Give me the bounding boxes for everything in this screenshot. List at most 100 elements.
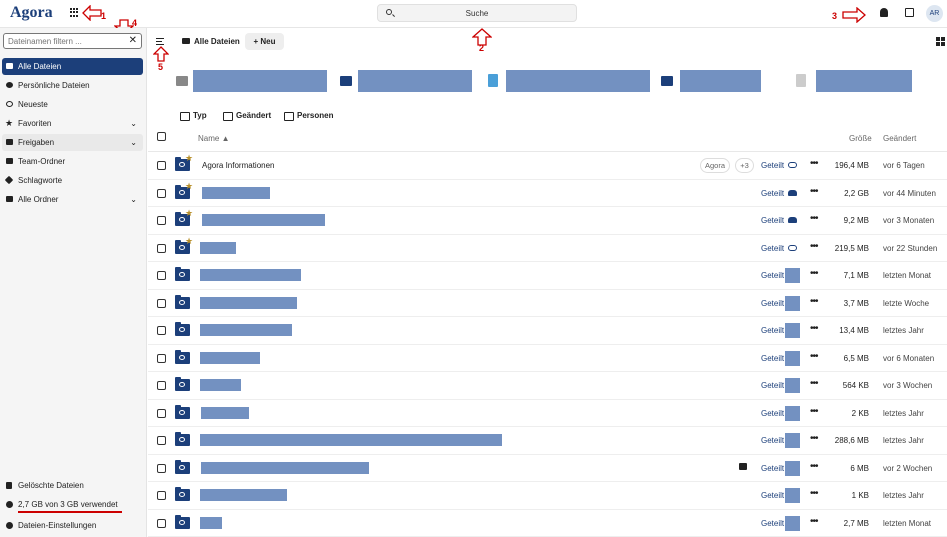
table-row[interactable]: Geteilt ••• 2 KB letztes Jahr xyxy=(148,400,947,427)
table-row[interactable]: Geteilt ••• 3,7 MB letzte Woche xyxy=(148,290,947,317)
app-logo[interactable]: Agora xyxy=(10,4,53,21)
row-checkbox[interactable] xyxy=(157,271,166,280)
sidebar-item-recent[interactable]: Neueste xyxy=(2,96,143,113)
column-size[interactable]: Größe xyxy=(849,134,872,143)
file-name-redacted[interactable] xyxy=(201,461,369,474)
breadcrumb-all-files[interactable]: Alle Dateien xyxy=(182,36,240,50)
link-icon[interactable] xyxy=(788,162,797,168)
link-icon[interactable] xyxy=(788,244,797,251)
share-avatar-redacted[interactable] xyxy=(785,405,800,421)
table-row[interactable]: Geteilt ••• 564 KB vor 3 Wochen xyxy=(148,372,947,400)
sidebar-item-all-folders[interactable]: Alle Ordner ⌄ xyxy=(2,191,143,208)
filter-modified-button[interactable]: Geändert xyxy=(223,111,271,121)
chevron-down-icon[interactable]: ⌄ xyxy=(130,138,137,147)
more-actions-icon[interactable]: ••• xyxy=(810,488,818,499)
grid-view-icon[interactable] xyxy=(936,37,945,46)
file-name-redacted[interactable] xyxy=(202,214,325,226)
column-name[interactable]: Name ▲ xyxy=(198,134,230,143)
more-actions-icon[interactable]: ••• xyxy=(810,185,818,197)
row-checkbox[interactable] xyxy=(157,326,166,335)
user-avatar[interactable]: AR xyxy=(926,5,943,22)
favorite-star-icon[interactable]: ★ xyxy=(185,153,194,163)
notifications-icon[interactable] xyxy=(880,8,888,17)
share-status[interactable]: Geteilt xyxy=(761,463,785,473)
table-row[interactable]: ★ Geteilt ••• 2,2 GB vor 44 Minuten xyxy=(148,180,947,207)
sidebar-item-shares[interactable]: Freigaben ⌄ xyxy=(2,134,143,151)
more-actions-icon[interactable]: ••• xyxy=(810,433,818,444)
table-row[interactable]: Geteilt ••• 6 MB vor 2 Wochen xyxy=(148,455,947,482)
share-status[interactable]: Geteilt xyxy=(761,161,785,170)
share-status[interactable]: Geteilt xyxy=(761,326,785,335)
row-checkbox[interactable] xyxy=(157,463,166,473)
more-actions-icon[interactable]: ••• xyxy=(810,350,818,362)
table-row[interactable]: Geteilt ••• 7,1 MB letzten Monat xyxy=(148,262,947,290)
sidebar-item-all-files[interactable]: Alle Dateien xyxy=(2,58,143,75)
table-row[interactable]: Geteilt ••• 13,4 MB letztes Jahr xyxy=(148,317,947,345)
share-avatar-redacted[interactable] xyxy=(785,460,800,476)
row-checkbox[interactable] xyxy=(157,298,166,308)
file-name-redacted[interactable] xyxy=(200,269,301,281)
row-checkbox[interactable] xyxy=(157,216,166,225)
filter-input[interactable] xyxy=(4,34,122,48)
share-status[interactable]: Geteilt xyxy=(761,188,785,198)
share-avatar-redacted[interactable] xyxy=(785,433,800,448)
share-status[interactable]: Geteilt xyxy=(761,518,785,528)
more-actions-icon[interactable]: ••• xyxy=(810,515,818,527)
filter-people-button[interactable]: Personen xyxy=(284,111,333,121)
more-actions-icon[interactable]: ••• xyxy=(810,405,818,417)
recent-file-5[interactable] xyxy=(816,70,912,92)
recent-file-2[interactable] xyxy=(358,70,472,92)
share-status[interactable]: Geteilt xyxy=(761,271,785,280)
table-row[interactable]: Geteilt ••• 288,6 MB letztes Jahr xyxy=(148,427,947,455)
row-checkbox[interactable] xyxy=(157,353,166,363)
more-actions-icon[interactable]: ••• xyxy=(810,460,818,472)
clear-filter-icon[interactable]: ✕ xyxy=(128,35,137,46)
share-avatar-redacted[interactable] xyxy=(785,515,800,531)
apps-menu-icon[interactable] xyxy=(70,8,79,17)
people-icon[interactable] xyxy=(788,189,797,196)
share-status[interactable]: Geteilt xyxy=(761,408,785,418)
more-actions-icon[interactable]: ••• xyxy=(810,240,818,252)
recent-file-4[interactable] xyxy=(680,70,761,92)
column-modified[interactable]: Geändert xyxy=(883,134,917,143)
sidebar-deleted-files[interactable]: Gelöschte Dateien xyxy=(2,477,143,494)
row-checkbox[interactable] xyxy=(157,381,166,390)
share-avatar-redacted[interactable] xyxy=(785,323,800,338)
row-checkbox[interactable] xyxy=(157,491,166,500)
chevron-down-icon[interactable]: ⌄ xyxy=(130,119,137,128)
file-name-redacted[interactable] xyxy=(200,379,241,391)
share-avatar-redacted[interactable] xyxy=(785,488,800,503)
file-name-redacted[interactable] xyxy=(200,324,292,336)
filter-box[interactable]: ✕ xyxy=(3,33,142,49)
table-row[interactable]: Geteilt ••• 2,7 MB letzten Monat xyxy=(148,510,947,537)
share-avatar-redacted[interactable] xyxy=(785,295,800,311)
file-name-redacted[interactable] xyxy=(201,406,249,419)
table-row[interactable]: ★ Geteilt ••• 219,5 MB vor 22 Stunden xyxy=(148,235,947,262)
share-status[interactable]: Geteilt xyxy=(761,491,785,500)
tag-more-badge[interactable]: +3 xyxy=(735,158,754,173)
comment-icon[interactable] xyxy=(739,462,747,470)
share-status[interactable]: Geteilt xyxy=(761,243,785,253)
file-name[interactable]: Agora Informationen xyxy=(202,161,275,170)
people-icon[interactable] xyxy=(788,217,797,223)
recent-file-3[interactable] xyxy=(506,70,650,92)
row-checkbox[interactable] xyxy=(157,243,166,253)
share-status[interactable]: Geteilt xyxy=(761,298,785,308)
sidebar-files-settings[interactable]: Dateien-Einstellungen xyxy=(2,517,143,534)
sidebar-item-tags[interactable]: Schlagworte xyxy=(2,172,143,189)
file-name-redacted[interactable] xyxy=(200,434,502,446)
tag-badge[interactable]: Agora xyxy=(700,158,730,173)
recent-file-1[interactable] xyxy=(193,70,327,92)
filter-type-button[interactable]: Typ xyxy=(180,111,207,121)
more-actions-icon[interactable]: ••• xyxy=(810,378,818,389)
more-actions-icon[interactable]: ••• xyxy=(810,268,818,279)
navigation-toggle-icon[interactable] xyxy=(156,38,164,45)
row-checkbox[interactable] xyxy=(157,161,166,170)
select-all-checkbox[interactable] xyxy=(157,132,166,141)
file-name-redacted[interactable] xyxy=(200,351,260,364)
row-checkbox[interactable] xyxy=(157,436,166,445)
table-row[interactable]: ★ Agora Informationen Agora +3 Geteilt ••• 196… xyxy=(148,152,947,180)
table-row[interactable]: ★ Geteilt ••• 9,2 MB vor 3 Monaten xyxy=(148,207,947,235)
more-actions-icon[interactable]: ••• xyxy=(810,323,818,334)
row-checkbox[interactable] xyxy=(157,408,166,418)
